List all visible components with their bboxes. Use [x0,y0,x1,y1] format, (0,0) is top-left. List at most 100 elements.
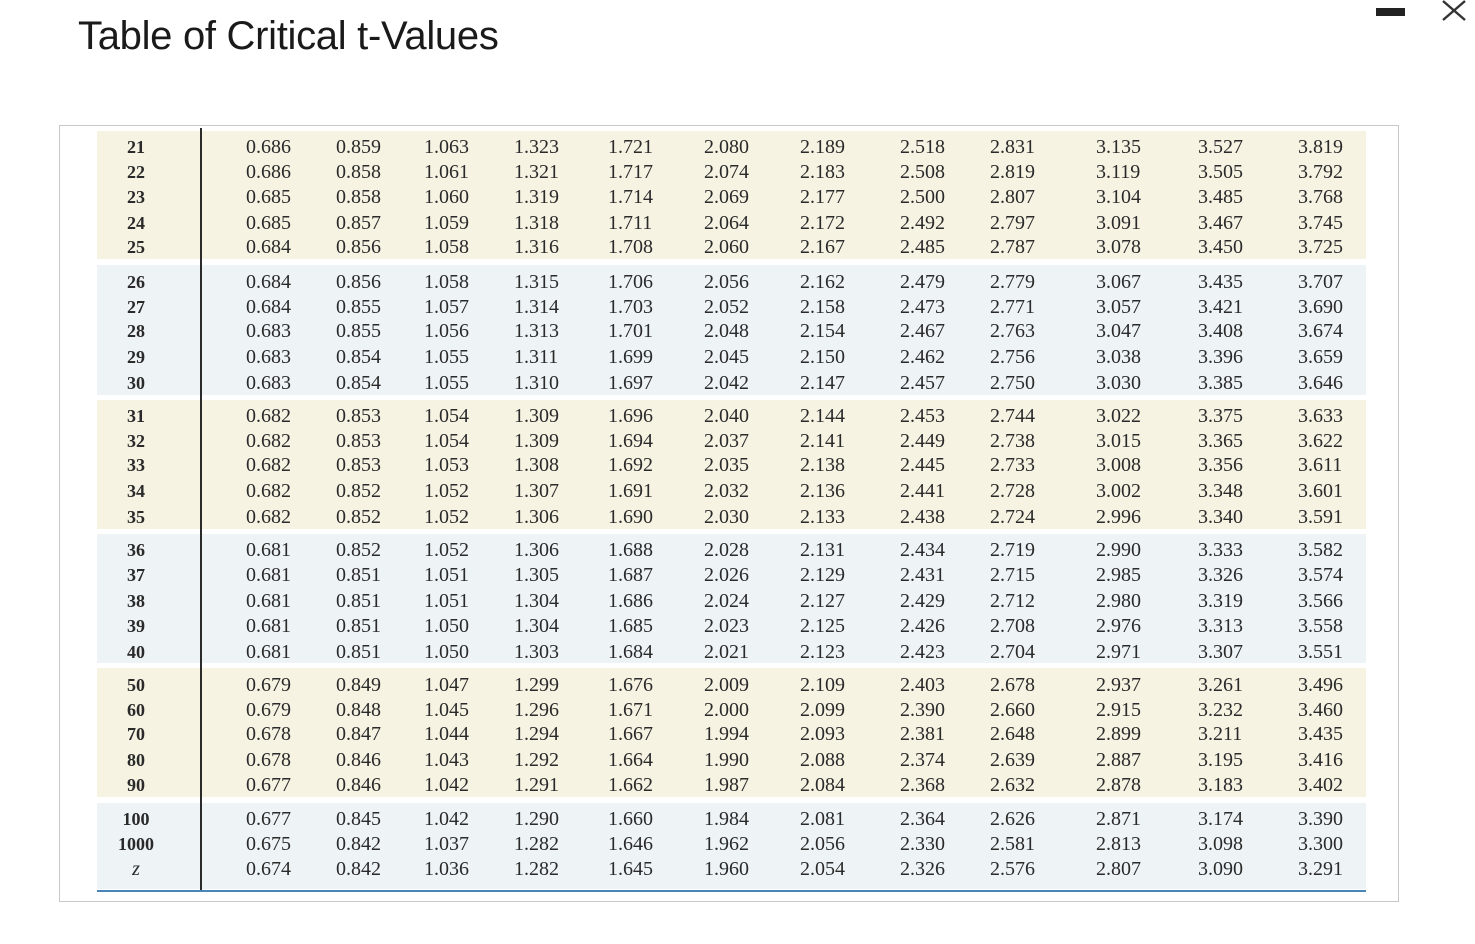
critical-value-cell: 1.307 [514,480,559,502]
critical-value-cell: 0.847 [336,723,381,745]
df-cell: 40 [127,642,145,662]
critical-value-cell: 2.712 [990,590,1035,612]
critical-value-cell: 1.310 [514,372,559,394]
critical-value-cell: 1.994 [704,723,749,745]
df-cell: 23 [127,187,145,207]
critical-value-cell: 3.485 [1198,186,1243,208]
critical-value-cell: 1.052 [424,506,469,528]
critical-value-cell: 1.042 [424,808,469,830]
critical-value-cell: 2.052 [704,296,749,318]
critical-value-cell: 0.683 [246,372,291,394]
critical-value-cell: 2.123 [800,641,845,663]
table-row: 24 0.685 0.857 1.059 1.318 1.711 2.064 2.172 2.4… [0,211,1475,236]
table-row: 33 0.682 0.853 1.053 1.308 1.692 2.035 2.138 2.4… [0,453,1475,478]
critical-value-cell: 1.688 [608,539,653,561]
critical-value-cell: 1.645 [608,858,653,880]
critical-value-cell: 2.500 [900,186,945,208]
critical-value-cell: 0.846 [336,774,381,796]
critical-value-cell: 2.009 [704,674,749,696]
critical-value-cell: 3.232 [1198,699,1243,721]
critical-value-cell: 2.109 [800,674,845,696]
critical-value-cell: 3.348 [1198,480,1243,502]
df-cell: 37 [127,565,145,585]
critical-value-cell: 3.326 [1198,564,1243,586]
critical-value-cell: 0.681 [246,590,291,612]
table-row: 1000 0.675 0.842 1.037 1.282 1.646 1.962 2.056 2… [0,832,1475,857]
critical-value-cell: 3.582 [1298,539,1343,561]
table-row: 23 0.685 0.858 1.060 1.319 1.714 2.069 2.177 2.5… [0,185,1475,210]
critical-value-cell: 3.674 [1298,320,1343,342]
critical-value-cell: 1.053 [424,454,469,476]
critical-value-cell: 3.416 [1298,749,1343,771]
critical-value-cell: 2.154 [800,320,845,342]
df-cell: 30 [127,373,145,393]
critical-value-cell: 1.686 [608,590,653,612]
critical-value-cell: 0.681 [246,564,291,586]
critical-value-cell: 0.682 [246,405,291,427]
critical-value-cell: 1.694 [608,430,653,452]
critical-value-cell: 2.728 [990,480,1035,502]
critical-value-cell: 2.093 [800,723,845,745]
critical-value-cell: 0.677 [246,774,291,796]
critical-value-cell: 0.852 [336,539,381,561]
critical-value-cell: 2.127 [800,590,845,612]
critical-value-cell: 0.852 [336,506,381,528]
df-cell: 22 [127,162,145,182]
critical-value-cell: 1.042 [424,774,469,796]
critical-value-cell: 0.851 [336,615,381,637]
critical-value-cell: 3.211 [1198,723,1243,745]
table-row: 35 0.682 0.852 1.052 1.306 1.690 2.030 2.133 2.4… [0,505,1475,530]
critical-value-cell: 2.429 [900,590,945,612]
df-cell: 38 [127,591,145,611]
minimize-button[interactable] [1374,4,1406,20]
critical-value-cell: 2.985 [1096,564,1141,586]
critical-value-cell: 3.119 [1096,161,1141,183]
critical-value-cell: 0.681 [246,539,291,561]
critical-value-cell: 2.064 [704,212,749,234]
row-group-band [97,265,1366,395]
critical-value-cell: 2.189 [800,136,845,158]
critical-value-cell: 2.724 [990,506,1035,528]
table-row: 36 0.681 0.852 1.052 1.306 1.688 2.028 2.131 2.4… [0,538,1475,563]
critical-value-cell: 1.706 [608,271,653,293]
critical-value-cell: 3.022 [1096,405,1141,427]
critical-value-cell: 0.675 [246,833,291,855]
critical-value-cell: 2.021 [704,641,749,663]
critical-value-cell: 0.851 [336,590,381,612]
close-button[interactable] [1438,0,1474,24]
critical-value-cell: 2.060 [704,236,749,258]
critical-value-cell: 1.697 [608,372,653,394]
table-row: 28 0.683 0.855 1.056 1.313 1.701 2.048 2.154 2.4… [0,319,1475,344]
critical-value-cell: 3.601 [1298,480,1343,502]
critical-value-cell: 3.390 [1298,808,1343,830]
table-bottom-rule [97,890,1366,892]
critical-value-cell: 2.368 [900,774,945,796]
df-cell: 33 [127,455,145,475]
critical-value-cell: 1.714 [608,186,653,208]
critical-value-cell: 3.460 [1298,699,1343,721]
critical-value-cell: 0.683 [246,320,291,342]
critical-value-cell: 1.050 [424,615,469,637]
critical-value-cell: 2.167 [800,236,845,258]
critical-value-cell: 2.473 [900,296,945,318]
critical-value-cell: 2.744 [990,405,1035,427]
critical-value-cell: 2.438 [900,506,945,528]
critical-value-cell: 2.492 [900,212,945,234]
critical-value-cell: 0.684 [246,271,291,293]
critical-value-cell: 0.851 [336,641,381,663]
critical-value-cell: 1.063 [424,136,469,158]
df-cell: 90 [127,775,145,795]
critical-value-cell: 2.996 [1096,506,1141,528]
critical-value-cell: 2.131 [800,539,845,561]
critical-value-cell: 2.719 [990,539,1035,561]
critical-value-cell: 2.037 [704,430,749,452]
critical-value-cell: 0.855 [336,320,381,342]
critical-value-cell: 2.660 [990,699,1035,721]
df-cell: 27 [127,297,145,317]
critical-value-cell: 1.313 [514,320,559,342]
critical-value-cell: 2.715 [990,564,1035,586]
critical-value-cell: 3.467 [1198,212,1243,234]
critical-value-cell: 3.421 [1198,296,1243,318]
critical-value-cell: 1.055 [424,372,469,394]
critical-value-cell: 3.104 [1096,186,1141,208]
